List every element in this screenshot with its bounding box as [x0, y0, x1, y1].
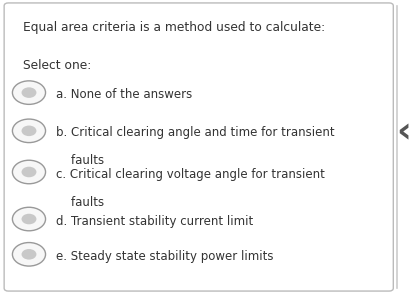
Text: ‹: ‹ — [395, 115, 410, 149]
Circle shape — [12, 81, 45, 104]
Circle shape — [21, 214, 36, 224]
Text: faults: faults — [56, 196, 104, 208]
Circle shape — [21, 126, 36, 136]
Circle shape — [12, 243, 45, 266]
Text: a. None of the answers: a. None of the answers — [56, 88, 192, 101]
Text: d. Transient stability current limit: d. Transient stability current limit — [56, 215, 252, 228]
Text: b. Critical clearing angle and time for transient: b. Critical clearing angle and time for … — [56, 126, 334, 139]
Circle shape — [12, 160, 45, 184]
Circle shape — [12, 119, 45, 143]
Text: Equal area criteria is a method used to calculate:: Equal area criteria is a method used to … — [23, 21, 324, 34]
Text: e. Steady state stability power limits: e. Steady state stability power limits — [56, 250, 273, 263]
Text: faults: faults — [56, 154, 104, 167]
Circle shape — [21, 87, 36, 98]
Circle shape — [12, 207, 45, 231]
Text: Select one:: Select one: — [23, 59, 91, 72]
FancyBboxPatch shape — [4, 3, 392, 291]
Text: c. Critical clearing voltage angle for transient: c. Critical clearing voltage angle for t… — [56, 168, 324, 181]
Circle shape — [21, 249, 36, 260]
Circle shape — [21, 167, 36, 177]
